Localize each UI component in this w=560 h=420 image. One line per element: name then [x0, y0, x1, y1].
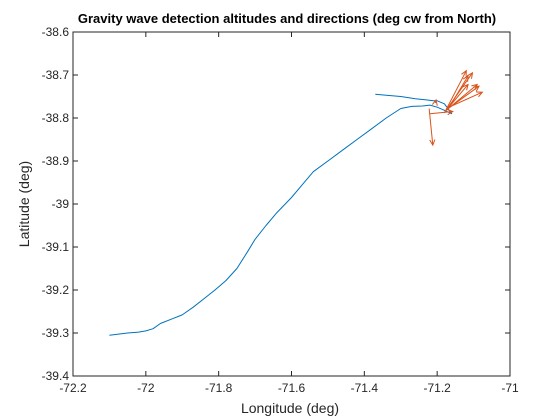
x-tick-label: -71.8	[205, 381, 233, 395]
y-tick-label: -38.8	[42, 111, 70, 125]
y-tick-label: -38.7	[42, 68, 70, 82]
arrow-head	[476, 91, 484, 98]
track-line	[109, 93, 453, 336]
arrow-head	[462, 83, 469, 91]
arrow-head	[462, 74, 469, 82]
arrow-head	[447, 109, 454, 116]
x-tick-label: -72.2	[59, 381, 87, 395]
y-tick-label: -39.3	[42, 326, 70, 340]
x-axis-label: Longitude (deg)	[241, 400, 339, 416]
direction-arrow	[429, 109, 454, 116]
direction-arrow	[449, 74, 469, 107]
x-tick-label: -72	[137, 381, 155, 395]
plot-area	[109, 69, 484, 336]
y-axis-label: Latitude (deg)	[16, 161, 32, 247]
y-tick-label: -39	[52, 197, 70, 211]
arrow-head	[431, 98, 438, 106]
x-tick-label: -71.2	[423, 381, 451, 395]
arrow-head	[429, 139, 436, 147]
y-tick-label: -39.1	[42, 240, 70, 254]
x-tick-label: -71.4	[351, 381, 379, 395]
y-tick-label: -38.9	[42, 154, 70, 168]
arrow-head	[466, 71, 474, 79]
arrow-head	[473, 85, 480, 92]
arrow-shaft	[449, 75, 469, 107]
chart-title: Gravity wave detection altitudes and dir…	[78, 11, 496, 26]
arrow-shaft	[444, 70, 467, 114]
y-tick-label: -39.4	[42, 369, 70, 383]
direction-arrow	[428, 108, 436, 147]
direction-arrow	[431, 98, 438, 106]
direction-arrow	[448, 91, 484, 108]
arrow-shaft	[428, 108, 434, 146]
y-tick-label: -39.2	[42, 283, 70, 297]
arrow-shaft	[448, 91, 483, 108]
arrow-head	[461, 69, 467, 77]
x-tick-label: -71	[501, 381, 519, 395]
axes: -72.2 -72 -71.8 -71.6 -71.4 -71.2 -71 -38.6 -38.…	[42, 25, 519, 395]
plot-series	[109, 69, 484, 336]
x-tick-label: -71.6	[278, 381, 306, 395]
arrow-shaft	[429, 111, 453, 115]
direction-arrow	[444, 69, 467, 114]
y-tick-label: -38.6	[42, 25, 70, 39]
